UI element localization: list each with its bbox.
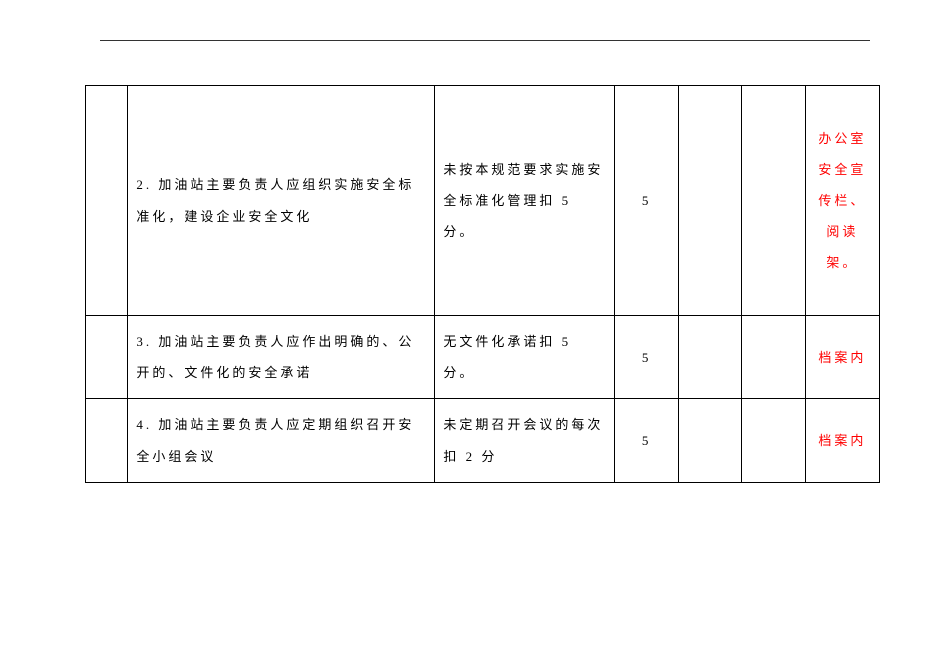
cell-blank1 xyxy=(678,316,742,399)
cell-criteria: 未定期召开会议的每次扣 2 分 xyxy=(435,399,615,482)
cell-blank2 xyxy=(742,316,806,399)
cell-score: 5 xyxy=(615,316,679,399)
assessment-table: 2. 加油站主要负责人应组织实施安全标准化，建设企业安全文化 未按本规范要求实施… xyxy=(85,85,880,483)
cell-blank2 xyxy=(742,399,806,482)
table-row: 2. 加油站主要负责人应组织实施安全标准化，建设企业安全文化 未按本规范要求实施… xyxy=(86,86,880,316)
cell-score: 5 xyxy=(615,399,679,482)
cell-description: 2. 加油站主要负责人应组织实施安全标准化，建设企业安全文化 xyxy=(128,86,435,316)
cell-description: 4. 加油站主要负责人应定期组织召开安全小组会议 xyxy=(128,399,435,482)
cell-note: 档案内 xyxy=(805,399,879,482)
cell-criteria: 未按本规范要求实施安全标准化管理扣 5 分。 xyxy=(435,86,615,316)
cell-category xyxy=(86,86,128,316)
table-row: 4. 加油站主要负责人应定期组织召开安全小组会议 未定期召开会议的每次扣 2 分… xyxy=(86,399,880,482)
cell-category xyxy=(86,316,128,399)
cell-category xyxy=(86,399,128,482)
table-row: 3. 加油站主要负责人应作出明确的、公开的、文件化的安全承诺 无文件化承诺扣 5… xyxy=(86,316,880,399)
cell-criteria: 无文件化承诺扣 5 分。 xyxy=(435,316,615,399)
cell-blank1 xyxy=(678,399,742,482)
cell-blank1 xyxy=(678,86,742,316)
assessment-table-container: 2. 加油站主要负责人应组织实施安全标准化，建设企业安全文化 未按本规范要求实施… xyxy=(85,85,880,483)
cell-note: 办公室安全宣传栏、阅读架。 xyxy=(805,86,879,316)
cell-score: 5 xyxy=(615,86,679,316)
cell-note: 档案内 xyxy=(805,316,879,399)
cell-description: 3. 加油站主要负责人应作出明确的、公开的、文件化的安全承诺 xyxy=(128,316,435,399)
header-divider xyxy=(100,40,870,41)
cell-blank2 xyxy=(742,86,806,316)
